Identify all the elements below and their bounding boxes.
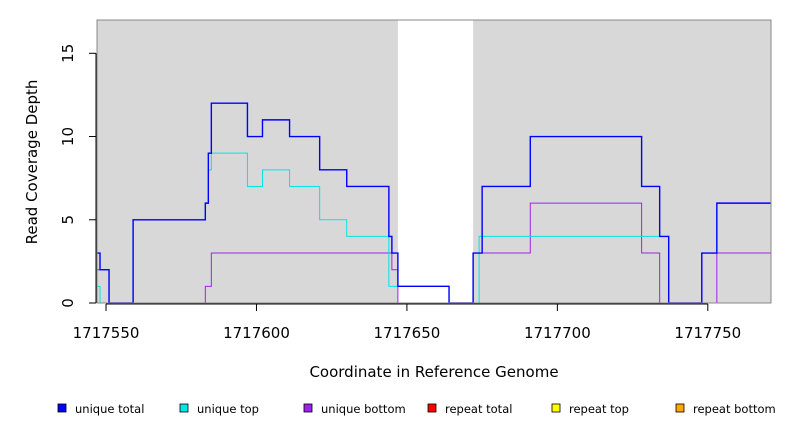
legend-swatch [57,403,67,413]
legend-label: unique top [197,402,259,416]
plot-frame [96,19,772,304]
x-tick-label: 1717750 [674,324,741,342]
legend: unique total unique top unique bottom repea… [57,402,776,416]
legend-item-repeat-total: repeat total [427,402,512,416]
legend-label: repeat total [445,402,512,416]
x-tick-label: 1717550 [73,324,140,342]
y-tick-label: 15 [59,44,77,63]
legend-label: unique total [75,402,144,416]
y-tick-label: 10 [59,127,77,146]
y-tick-label: 0 [59,298,77,308]
legend-swatch [551,403,561,413]
legend-item-unique-bottom: unique bottom [303,402,406,416]
series-line-unique-total [97,102,771,304]
legend-item-unique-total: unique total [57,402,144,416]
y-tick-label: 5 [59,215,77,225]
y-axis-label: Read Coverage Depth [23,80,41,245]
x-tick-label: 1717650 [374,324,441,342]
legend-label: unique bottom [321,402,406,416]
x-tick-label: 1717600 [223,324,290,342]
legend-item-repeat-bottom: repeat bottom [675,402,776,416]
legend-item-repeat-top: repeat top [551,402,629,416]
legend-label: repeat top [569,402,629,416]
background-layer [97,20,771,303]
legend-item-unique-top: unique top [179,402,259,416]
legend-swatch [179,403,189,413]
x-axis-label: Coordinate in Reference Genome [309,363,558,381]
shaded-region-1 [473,20,771,303]
legend-swatch [303,403,313,413]
legend-label: repeat bottom [693,402,776,416]
x-tick-label: 1717700 [524,324,591,342]
axis-layer: 1717550 1717600 1717650 1717700 1717750 0 5 10 1… [59,44,741,342]
legend-swatch [675,403,685,413]
legend-swatch [427,403,437,413]
